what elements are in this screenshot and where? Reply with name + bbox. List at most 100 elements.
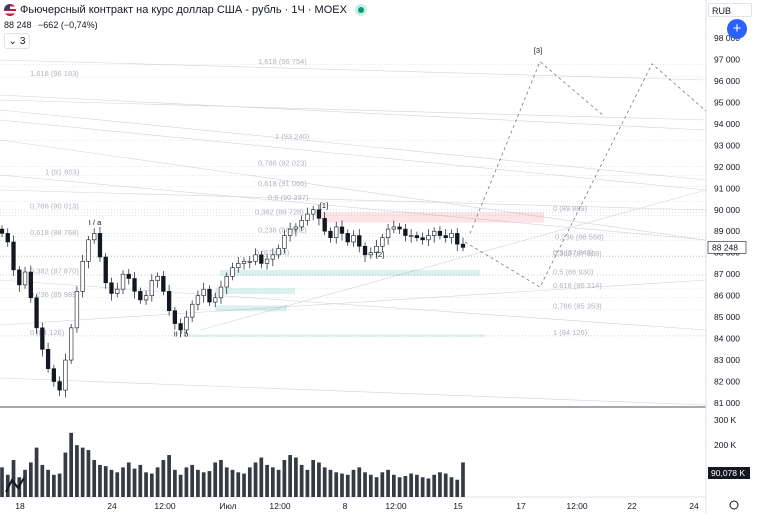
candle-body-43: [247, 260, 252, 263]
volume-bar-56: [322, 467, 327, 497]
candle-body-78: [449, 233, 454, 238]
candle-body-73: [420, 237, 425, 241]
currency-selector[interactable]: RUB: [708, 3, 752, 17]
volume-bar-65: [374, 477, 379, 497]
candle-body-38: [218, 286, 224, 299]
time-tick-7: 15: [453, 501, 463, 511]
volume-bar-15: [86, 450, 91, 497]
volume-bar-4: [23, 469, 27, 497]
volume-bar-8: [46, 469, 50, 497]
candle-body-44: [253, 254, 258, 262]
price-tick-13: 94 000: [714, 119, 740, 129]
fib-label-16: 0,382 (87 870): [30, 266, 79, 275]
price-tick-1: 82 000: [714, 377, 740, 387]
candle-body-1: [5, 233, 10, 243]
candle-body-29: [166, 291, 172, 311]
candle-body-75: [432, 230, 437, 236]
candle-body-36: [207, 288, 212, 303]
candle-body-51: [293, 226, 299, 230]
volume-bar-32: [184, 467, 189, 497]
price-tick-11: 92 000: [714, 162, 740, 172]
demand-zone-4: [185, 334, 485, 338]
fib-label-9: 0 (89 889): [553, 204, 588, 213]
add-alert-button[interactable]: +: [727, 19, 747, 39]
fib-label-1: 1,618 (96 754): [258, 57, 307, 66]
candle-body-55: [316, 209, 322, 219]
volume-bar-22: [126, 462, 131, 497]
volume-bar-16: [92, 459, 97, 497]
time-tick-9: 12:00: [566, 501, 588, 511]
volume-bar-26: [149, 473, 154, 497]
candle-body-16: [92, 233, 97, 241]
fib-label-12: 0,236 (88 568): [555, 233, 604, 242]
price-tick-3: 84 000: [714, 334, 740, 344]
price-tick-0: 81 000: [714, 398, 740, 408]
price-tick-12: 93 000: [714, 140, 740, 150]
time-tick-1: 24: [107, 501, 117, 511]
candle-body-21: [120, 273, 126, 290]
volume-bar-14: [80, 447, 85, 497]
volume-bar-61: [351, 469, 356, 497]
projection-path: [469, 60, 604, 234]
candle-body-12: [69, 327, 74, 361]
candle-body-70: [403, 228, 408, 236]
fib-label-4: 1 (91 603): [45, 167, 80, 176]
price-tick-15: 96 000: [714, 76, 740, 86]
volume-bar-57: [328, 469, 333, 497]
candle-body-64: [368, 252, 373, 256]
volume-bar-63: [363, 472, 367, 497]
candle-body-76: [437, 230, 443, 236]
fib-label-2: 1 (93 240): [275, 132, 310, 141]
symbol-title[interactable]: Фьючерсный контракт на курс доллар США -…: [20, 4, 347, 16]
symbol-header[interactable]: Фьючерсный контракт на курс доллар США -…: [4, 4, 367, 16]
price-tick-10: 91 000: [714, 183, 740, 193]
fib-label-3: 0,786 (92 023): [258, 158, 307, 167]
volume-bar-42: [242, 473, 246, 497]
fib-label-13: 0 (87 843): [255, 248, 290, 257]
candle-body-30: [172, 310, 178, 324]
candle-body-80: [460, 243, 466, 248]
fib-label-11: 0,618 (88 768): [30, 228, 79, 237]
volume-bar-60: [345, 474, 350, 497]
candle-body-63: [362, 245, 368, 256]
volume-bar-0: [0, 467, 4, 497]
fib-label-15: 0,5 (87 843): [553, 248, 594, 257]
candle-body-46: [264, 258, 270, 264]
market-open-icon: [354, 4, 367, 16]
trend-line-0: [0, 59, 707, 81]
volume-bar-68: [392, 474, 396, 497]
candle-body-62: [357, 235, 362, 247]
demand-zone-3: [215, 305, 287, 312]
volume-bar-54: [311, 459, 316, 497]
candle-body-77: [443, 235, 448, 238]
trend-line-11: [0, 109, 707, 181]
volume-bar-69: [397, 477, 402, 497]
indicators-toggle-button[interactable]: ⌄ 3: [4, 33, 30, 49]
candle-body-41: [236, 263, 241, 269]
wave-label-0: I / a: [89, 218, 102, 227]
candle-body-39: [224, 276, 229, 288]
fib-label-6: 0,5 (90 397): [268, 193, 309, 202]
candle-body-27: [155, 276, 160, 281]
candle-body-2: [11, 241, 16, 271]
volume-bar-46: [265, 464, 269, 497]
volume-bar-76: [438, 472, 442, 497]
candle-body-69: [397, 226, 402, 230]
candle-body-74: [426, 235, 431, 241]
candle-body-5: [28, 271, 33, 299]
time-tick-0: 18: [15, 501, 25, 511]
time-tick-10: 22: [627, 501, 637, 511]
settings-gear-icon: [729, 500, 739, 510]
volume-bar-78: [449, 477, 454, 497]
candle-body-42: [241, 260, 247, 264]
time-tick-2: 12:00: [154, 501, 176, 511]
wave-label-3: [2]: [376, 250, 384, 259]
volume-bar-71: [409, 473, 413, 497]
volume-bar-38: [219, 459, 223, 497]
demand-zone-1: [220, 269, 480, 276]
volume-bar-36: [207, 471, 212, 497]
trend-line-3: [0, 119, 707, 191]
volume-bar-64: [368, 474, 373, 497]
